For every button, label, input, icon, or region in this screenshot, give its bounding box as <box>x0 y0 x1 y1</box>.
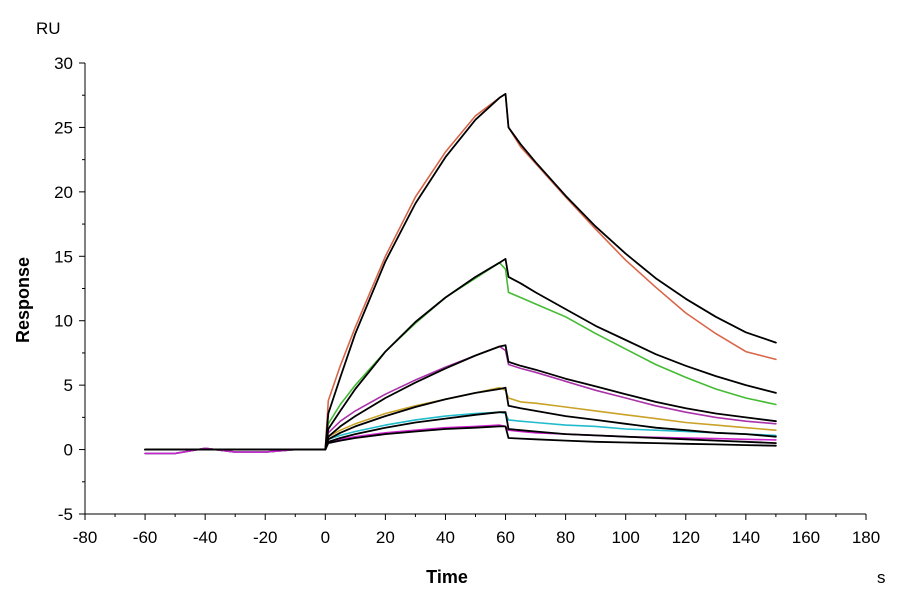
fit-curve-4 <box>144 386 777 451</box>
x-tick-label: 0 <box>321 528 330 547</box>
x-tick-label: -60 <box>133 528 158 547</box>
y-tick-label: 30 <box>54 54 73 73</box>
response-curve-2 <box>144 261 777 455</box>
x-tick-label: 80 <box>556 528 575 547</box>
x-tick-label: 180 <box>852 528 880 547</box>
x-tick-label: 40 <box>436 528 455 547</box>
y-unit-label: RU <box>36 19 61 38</box>
y-tick-label: 5 <box>64 376 73 395</box>
fit-curves-group <box>144 93 777 451</box>
y-tick-label: -5 <box>58 505 73 524</box>
fit-curve-2 <box>144 258 777 451</box>
y-tick-label: 15 <box>54 247 73 266</box>
x-tick-label: -80 <box>73 528 98 547</box>
x-tick-label: 160 <box>792 528 820 547</box>
response-curve-5 <box>144 411 777 455</box>
y-tick-label: 0 <box>64 441 73 460</box>
x-tick-label: 20 <box>376 528 395 547</box>
series-group <box>144 93 777 455</box>
y-ticks: -5 0 5 10 15 20 25 30 <box>54 54 85 524</box>
y-tick-label: 25 <box>54 118 73 137</box>
x-tick-label: 100 <box>612 528 640 547</box>
x-ticks: -80 -60 -40 -20 0 20 40 60 80 100 120 140 160 180 <box>73 514 880 547</box>
fit-curve-6 <box>144 425 777 451</box>
x-tick-label: 120 <box>672 528 700 547</box>
response-curve-1 <box>144 93 777 455</box>
x-unit-label: s <box>877 568 886 587</box>
x-tick-label: 140 <box>732 528 760 547</box>
x-tick-label: -20 <box>253 528 278 547</box>
x-tick-label: -40 <box>193 528 218 547</box>
y-axis-title: Response <box>13 257 33 343</box>
y-tick-label: 10 <box>54 312 73 331</box>
x-axis-title: Time <box>426 567 468 587</box>
y-tick-label: 20 <box>54 183 73 202</box>
x-tick-label: 60 <box>496 528 515 547</box>
